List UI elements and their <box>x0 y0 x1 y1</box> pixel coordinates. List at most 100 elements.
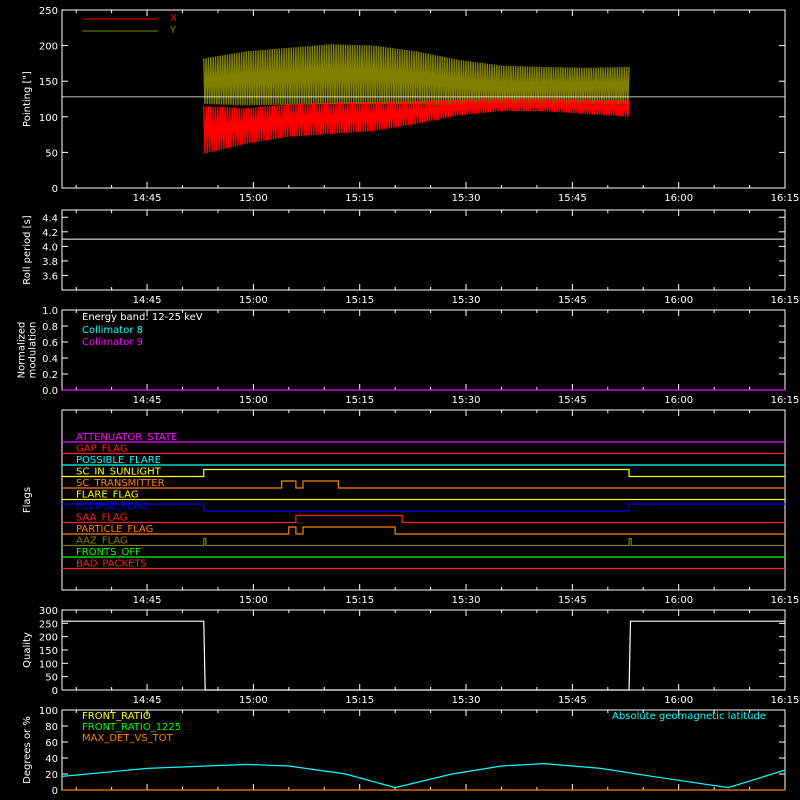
panel-0-time-label: 15:30 <box>452 193 481 204</box>
flag-label-sc-transmitter: SC_TRANSMITTER <box>76 478 165 489</box>
panel-4-ytick-label: 50 <box>45 673 58 684</box>
flag-label-particle-flag: PARTICLE_FLAG <box>76 524 153 535</box>
panel-0-time-label: 15:15 <box>345 193 374 204</box>
panel-5-ytick-label: 20 <box>45 770 58 781</box>
flag-label-fronts-off: FRONTS_OFF <box>76 547 141 558</box>
flag-label-sc-in-sunlight: SC_IN_SUNLIGHT <box>76 467 162 478</box>
panel-2-ytick-label: 0.0 <box>42 386 58 397</box>
panel-4-ytick-label: 250 <box>39 619 58 630</box>
flag-label-gap-flag: GAP_FLAG <box>76 444 128 455</box>
panel-1-time-label: 15:30 <box>452 295 481 306</box>
panel-3-time-label: 15:45 <box>558 595 587 606</box>
pointing-series-y <box>203 44 630 108</box>
panel-1-time-label: 14:45 <box>133 295 162 306</box>
panel-3-time-label: 16:00 <box>664 595 693 606</box>
panel-0-frame <box>61 9 786 189</box>
panel-1-ytick-label: 3.6 <box>42 271 58 282</box>
panel-4-time-label: 16:15 <box>771 695 800 706</box>
panel-2-ytick-label: 0.8 <box>42 322 58 333</box>
panel-1-ytick-label: 4.2 <box>42 228 58 239</box>
flag-line-sc-transmitter <box>62 480 785 489</box>
panel-0-time-label: 14:45 <box>133 193 162 204</box>
panel-1-time-label: 16:15 <box>771 295 800 306</box>
degrees-legend-max-det-vs-tot: MAX_DET_VS_TOT <box>82 733 174 744</box>
panel-0-ytick-label: 50 <box>45 148 58 159</box>
panel-4-frame <box>61 609 786 691</box>
panel-2-ytick-label: 1.0 <box>42 306 58 317</box>
panel-5-ytick-label: 80 <box>45 722 58 733</box>
degrees-legend-geomagnetic-latitude: Absolute geomagnetic latitude <box>612 711 766 722</box>
panel-1-time-label: 15:00 <box>239 295 268 306</box>
flag-label-flare-flag: FLARE_FLAG <box>76 490 139 501</box>
panel-3-time-label: 16:15 <box>771 595 800 606</box>
panel-3-time-label: 15:30 <box>452 595 481 606</box>
panel-2-time-label: 15:15 <box>345 395 374 406</box>
modulation-legend-collimator-9: Collimator 9 <box>82 337 143 348</box>
panel-5-ytick-label: 100 <box>39 706 58 717</box>
panel-2-ytick-label: 0.4 <box>42 354 58 365</box>
panel-0-ytick-label: 100 <box>39 113 58 124</box>
panel-4-time-label: 15:15 <box>345 695 374 706</box>
panel-4-time-label: 16:00 <box>664 695 693 706</box>
panel-4-ytick-label: 100 <box>39 659 58 670</box>
panel-2-ylabel: modulation <box>28 322 39 379</box>
panel-0-ytick-label: 150 <box>39 77 58 88</box>
panel-2-ytick-label: 0.6 <box>42 338 58 349</box>
series-absolute-geomagnetic-latitude <box>61 762 786 789</box>
panel-2-ytick-label: 0.2 <box>42 370 58 381</box>
flag-label-attenuator-state: ATTENUATOR_STATE <box>76 432 177 443</box>
quality-line <box>62 620 785 691</box>
panel-1-time-label: 16:00 <box>664 295 693 306</box>
panel-0-time-label: 15:45 <box>558 193 587 204</box>
pointing-legend-label-y: Y <box>169 25 177 36</box>
panel-4-time-label: 15:45 <box>558 695 587 706</box>
panel-0-time-label: 16:15 <box>771 193 800 204</box>
panel-2-time-label: 15:30 <box>452 395 481 406</box>
panel-3-time-label: 15:15 <box>345 595 374 606</box>
pointing-legend-label-x: X <box>170 13 177 24</box>
flag-label-eclipse-flag: ECLIPSE_FLAG <box>76 501 147 512</box>
panel-2-ylabel: Normalized <box>17 322 28 379</box>
pointing-series-x <box>203 98 630 154</box>
panel-1-frame <box>61 209 786 291</box>
panel-1-time-label: 15:15 <box>345 295 374 306</box>
panel-1-ytick-label: 4.4 <box>42 213 58 224</box>
modulation-legend-title: Energy band: 12-25 keV <box>82 312 203 323</box>
panel-5-ytick-label: 60 <box>45 738 58 749</box>
flag-line-particle-flag <box>62 526 785 535</box>
degrees-legend-front-ratio: FRONT_RATIO <box>82 711 151 722</box>
flag-line-sc-in-sunlight <box>62 468 785 478</box>
panel-5-ylabel: Degrees or % <box>22 716 33 784</box>
panel-5-ytick-label: 0 <box>52 786 58 797</box>
panel-3-time-label: 14:45 <box>133 595 162 606</box>
flag-label-aaz-flag: AAZ_FLAG <box>76 536 128 547</box>
flag-label-bad-packets: BAD_PACKETS <box>76 559 147 570</box>
panel-1-time-label: 15:45 <box>558 295 587 306</box>
flag-line-saa-flag <box>62 514 785 524</box>
panel-4-ylabel: Quality <box>22 632 33 668</box>
panel-0-ylabel: Pointing ["] <box>22 71 33 127</box>
flag-line-eclipse-flag <box>62 503 785 512</box>
panel-4-ytick-label: 0 <box>52 686 58 697</box>
panel-0-ytick-label: 0 <box>52 184 58 195</box>
panel-2-time-label: 14:45 <box>133 395 162 406</box>
panel-4-time-label: 15:00 <box>239 695 268 706</box>
panel-4-time-label: 15:30 <box>452 695 481 706</box>
panel-4-ytick-label: 300 <box>39 606 58 617</box>
panel-5-ytick-label: 40 <box>45 754 58 765</box>
flag-label-saa-flag: SAA_FLAG <box>76 513 127 524</box>
flag-label-possible-flare: POSSIBLE_FLARE <box>76 455 161 466</box>
degrees-legend-front-ratio-1225: FRONT_RATIO_1225 <box>82 722 181 733</box>
panel-1-ytick-label: 4.0 <box>42 242 58 253</box>
panel-4-ytick-label: 200 <box>39 633 58 644</box>
panel-2-time-label: 16:00 <box>664 395 693 406</box>
panel-0-time-label: 16:00 <box>664 193 693 204</box>
panel-0-ytick-label: 200 <box>39 42 58 53</box>
panel-3-time-label: 15:00 <box>239 595 268 606</box>
panel-4-time-label: 14:45 <box>133 695 162 706</box>
panel-3-ylabel: Flags <box>22 487 33 513</box>
panel-2-time-label: 15:00 <box>239 395 268 406</box>
panel-4-ytick-label: 150 <box>39 646 58 657</box>
panel-2-time-label: 16:15 <box>771 395 800 406</box>
